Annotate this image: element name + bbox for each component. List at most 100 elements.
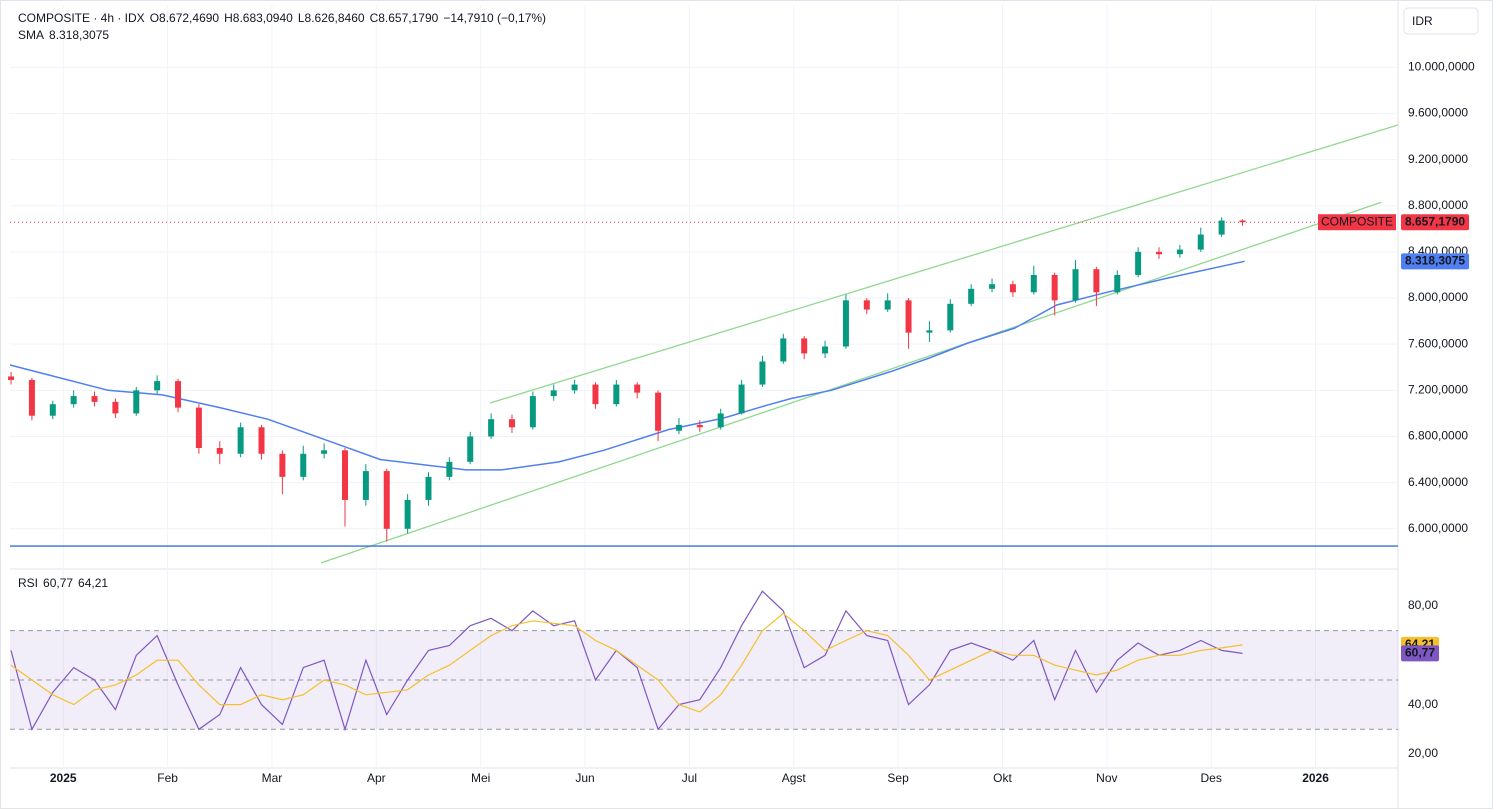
badge-label: 60,77: [1405, 646, 1435, 660]
price-badge: 8.318,3075: [1401, 253, 1470, 270]
candle-body: [467, 436, 474, 462]
rsi-line: [10, 590, 1243, 732]
ohlc-value: 8.683,0940: [233, 11, 293, 25]
candle-body: [195, 407, 202, 449]
candle-body: [112, 401, 119, 414]
x-tick-label: Des: [1201, 771, 1222, 785]
y-tick-label: 9.600,0000: [1408, 106, 1468, 120]
last-price-name-box: [1317, 214, 1396, 231]
candle-body: [362, 471, 369, 500]
candle-body: [822, 346, 829, 354]
sma-legend: SMA: [18, 28, 44, 42]
ohlc-value: 8.626,8460: [305, 11, 365, 25]
rsi-y-tick-label: 20,00: [1408, 746, 1438, 760]
candle-body: [1051, 274, 1058, 301]
candle-body: [404, 499, 411, 529]
candle-body: [1176, 249, 1183, 255]
candle-body: [947, 303, 954, 331]
candle-body: [237, 427, 244, 454]
y-tick-label: 9.200,0000: [1408, 152, 1468, 166]
last-price-name: COMPOSITE: [1321, 214, 1393, 228]
y-tick-label: 8.800,0000: [1408, 198, 1468, 212]
x-tick-label: Jun: [575, 771, 594, 785]
trend-line: [489, 124, 1399, 404]
x-tick-label: Mei: [471, 771, 490, 785]
candle-body: [1218, 220, 1225, 235]
candle-body: [279, 453, 286, 477]
candle-body: [550, 390, 557, 397]
candle-body: [884, 300, 891, 310]
candle-body: [133, 390, 140, 414]
y-tick-label: 6.400,0000: [1408, 475, 1468, 489]
sma-legend-value: 8.318,3075: [49, 28, 109, 42]
candle-body: [1156, 251, 1163, 255]
candle-body: [8, 376, 15, 380]
badge-label: 8.318,3075: [1405, 253, 1465, 267]
candle-body: [780, 338, 787, 362]
x-tick-label: Mar: [262, 771, 283, 785]
candle-body: [655, 392, 662, 431]
x-tick-label: 2025: [50, 771, 77, 785]
candle-body: [425, 476, 432, 500]
candle-body: [905, 300, 912, 333]
ohlc-key: O: [150, 11, 159, 25]
ohlc-key: H: [224, 11, 233, 25]
x-tick-label: Apr: [367, 771, 386, 785]
candle-body: [926, 330, 933, 333]
badge-box: [1401, 214, 1470, 231]
candle-body: [842, 300, 849, 347]
candle-body: [1009, 284, 1016, 293]
x-tick-label: Sep: [887, 771, 909, 785]
candle-body: [321, 450, 328, 454]
candle-body: [49, 404, 56, 416]
rsi-ma-legend-value: 64,21: [78, 576, 108, 590]
candle-body: [571, 384, 578, 391]
rsi-y-tick-label: 80,00: [1408, 598, 1438, 612]
candle-body: [154, 381, 161, 391]
candle-body: [696, 424, 703, 428]
currency[interactable]: IDR: [1412, 14, 1433, 28]
badge-box: [1401, 645, 1440, 662]
currency-button[interactable]: [1403, 7, 1479, 35]
y-tick-label: 6.000,0000: [1408, 521, 1468, 535]
badge-label: 8.657,1790: [1405, 214, 1465, 228]
y-tick-label: 7.200,0000: [1408, 383, 1468, 397]
candle-body: [1072, 269, 1079, 301]
price-badge: 60,77: [1401, 645, 1440, 662]
y-tick-label: 6.800,0000: [1408, 429, 1468, 443]
candle-body: [175, 381, 182, 408]
candle-body: [341, 450, 348, 500]
candle-body: [634, 384, 641, 393]
y-tick-label: 8.000,0000: [1408, 290, 1468, 304]
candle-body: [28, 379, 35, 416]
price-badge: 8.657,1790: [1401, 214, 1470, 231]
candle-body: [592, 384, 599, 405]
x-tick-label: Nov: [1096, 771, 1117, 785]
badge-box: [1401, 253, 1470, 270]
y-tick-label: 7.600,0000: [1408, 336, 1468, 350]
rsi-y-tick-label: 40,00: [1408, 697, 1438, 711]
candle-body: [1093, 269, 1100, 293]
candle-body: [488, 419, 495, 437]
candle-body: [70, 396, 77, 405]
change-label: −14,7910 (−0,17%): [443, 11, 546, 25]
candle-body: [1135, 251, 1142, 275]
candle-body: [1197, 234, 1204, 250]
x-tick-label: Agst: [782, 771, 807, 785]
candle-body: [717, 413, 724, 428]
x-tick-label: Jul: [682, 771, 697, 785]
rsi-line: [10, 612, 1243, 713]
candle-body: [529, 396, 536, 428]
candle-body: [863, 300, 870, 310]
y-tick-label: 10.000,0000: [1408, 59, 1475, 73]
x-tick-label: 2026: [1302, 771, 1329, 785]
rsi-legend-value: 60,77: [43, 576, 73, 590]
candle-body: [383, 471, 390, 529]
ohlc-key: C: [370, 11, 379, 25]
candle-body: [1239, 220, 1246, 223]
candle-body: [216, 448, 223, 454]
candle-body: [1030, 274, 1037, 293]
